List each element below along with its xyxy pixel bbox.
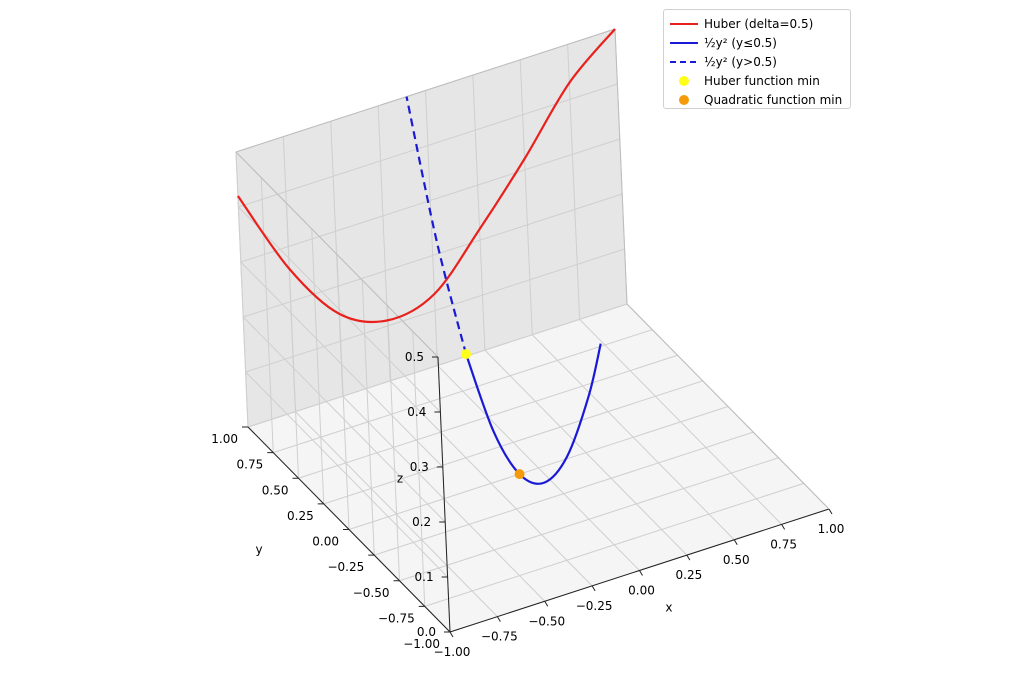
x-tick-label: −1.00	[434, 645, 471, 659]
y-tick-label: 0.50	[262, 483, 289, 497]
y-tick-label: 0.25	[287, 509, 314, 523]
grid-line-y-floor	[399, 457, 779, 582]
grid-line-z-back	[247, 303, 628, 428]
x-tick-label: 0.75	[770, 537, 797, 551]
y-axis-label: y	[255, 543, 262, 557]
series-line	[465, 343, 602, 485]
legend-label: Huber function min	[704, 74, 820, 88]
x-tick-mark	[496, 616, 501, 622]
min-marker	[461, 349, 472, 360]
x-tick-mark	[686, 554, 691, 561]
grid-line-z-left	[245, 371, 448, 578]
legend-item-quadratic-min: Quadratic function min	[664, 90, 852, 110]
x-tick-mark	[449, 631, 454, 638]
x-axis-label: x	[665, 600, 672, 614]
grid-line-z-back	[238, 83, 618, 208]
legend-label: ½y² (y≤0.5)	[704, 36, 777, 50]
x-tick-mark	[781, 524, 786, 530]
grid-line-x-back	[377, 105, 391, 381]
y-tick-label: 0.75	[237, 458, 264, 472]
grid-line-y-floor	[348, 406, 729, 530]
grid-line-y-floor	[374, 431, 754, 556]
z-tick-label: 0.5	[405, 350, 424, 364]
min-marker	[514, 469, 525, 480]
grid-line-x-back	[472, 75, 486, 351]
legend-label: Huber (delta=0.5)	[704, 17, 814, 31]
legend-item-quadratic-solid: ½y² (y≤0.5)	[664, 33, 852, 53]
z-tick-label: 0.4	[407, 405, 426, 419]
z-tick-label: 0.2	[412, 515, 431, 529]
z-tick-label: 0.3	[410, 460, 429, 474]
legend-marker-swatch	[679, 95, 689, 105]
series-line	[237, 28, 616, 324]
z-axis-line	[437, 356, 451, 633]
data-series	[237, 28, 616, 485]
grid-line-y-left	[412, 331, 426, 607]
legend: Huber (delta=0.5) ½y² (y≤0.5) ½y² (y>0.5…	[663, 9, 851, 109]
grid-line-z-back	[245, 248, 625, 373]
x-tick-label: −0.25	[576, 599, 613, 613]
x-tick-label: 1.00	[818, 522, 845, 536]
grid-line-y-left	[260, 177, 274, 453]
legend-label: ½y² (y>0.5)	[704, 55, 777, 69]
grid-line-z-left	[242, 316, 446, 523]
grid-line-z-left	[240, 261, 444, 468]
tick-labels: −1.00 −0.75 −0.50 −0.25 0.00 0.25 0.50 0.75 1.00…	[211, 350, 844, 659]
grid-line-y-left	[286, 203, 299, 479]
grid-line-x-back	[425, 90, 438, 366]
x-tick-mark	[733, 539, 738, 546]
legend-line-swatch	[670, 23, 698, 25]
legend-dashed-swatch	[670, 61, 698, 63]
grid-line-y-left	[361, 280, 375, 556]
legend-item-huber-min: Huber function min	[664, 71, 852, 91]
y-tick-label: −0.75	[378, 611, 415, 625]
legend-label: Quadratic function min	[704, 93, 843, 107]
x-tick-mark	[544, 600, 549, 607]
grid-line-z-back	[240, 138, 620, 263]
pane-edge	[235, 28, 616, 153]
x-tick-label: 0.50	[723, 553, 750, 567]
legend-line-swatch	[670, 42, 698, 44]
y-tick-label: 1.00	[211, 432, 238, 446]
y-tick-label: 0.00	[312, 535, 339, 549]
x-tick-mark	[591, 585, 596, 592]
grid-line-z-back	[243, 193, 623, 318]
grid-line-y-floor	[273, 329, 653, 454]
z-axis-label: z	[397, 472, 403, 486]
grid-line-x-back	[567, 44, 581, 320]
x-tick-label: 0.25	[676, 568, 703, 582]
pane-edge	[614, 28, 628, 305]
x-tick-mark	[639, 570, 643, 576]
y-tick-label: −0.25	[327, 560, 364, 574]
x-tick-label: −0.75	[481, 630, 518, 644]
legend-item-quadratic-dashed: ½y² (y>0.5)	[664, 52, 852, 72]
pane-edge	[626, 303, 830, 510]
y-tick-label: −1.00	[403, 637, 440, 651]
y-tick-label: −0.50	[353, 586, 390, 600]
pane-edge	[235, 151, 439, 358]
data-markers	[461, 349, 525, 480]
x-tick-label: −0.50	[528, 614, 565, 628]
x-tick-label: 0.00	[628, 584, 655, 598]
z-tick-label: 0.1	[415, 570, 434, 584]
grid-line-y-floor	[424, 482, 804, 607]
grid-line-y-floor	[323, 380, 703, 505]
z-tick-label: 0.0	[417, 625, 436, 639]
grid-line-y-left	[387, 305, 400, 581]
series-line	[405, 96, 468, 355]
grid-line-x-back	[519, 59, 533, 335]
legend-marker-swatch	[679, 76, 689, 86]
legend-item-huber: Huber (delta=0.5)	[664, 14, 852, 34]
grid-line-y-left	[336, 254, 350, 530]
grid-line-y-left	[311, 228, 325, 504]
x-tick-mark	[828, 508, 833, 515]
grid-line-z-left	[238, 206, 441, 413]
